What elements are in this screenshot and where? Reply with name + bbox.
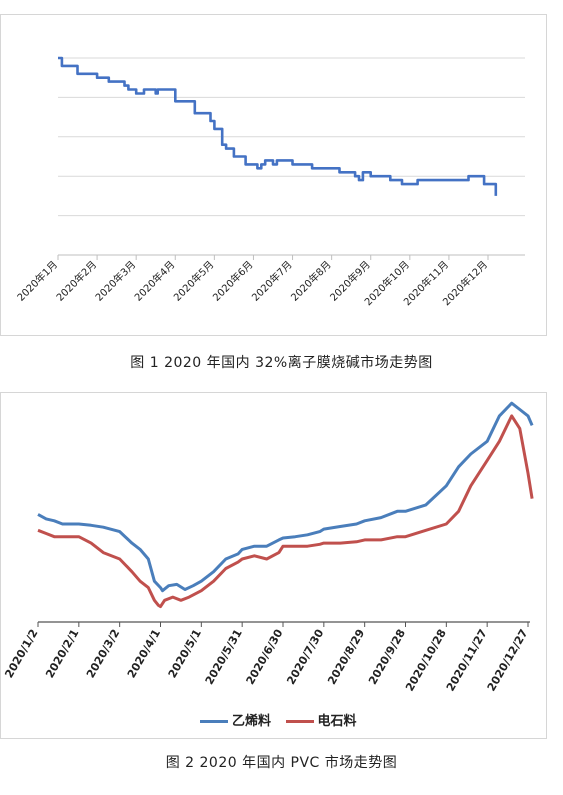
legend-item-carbide: 电石料 bbox=[285, 710, 357, 729]
figure-1: 2020年1月 2020年2月 2020年3月 2020年4月 2020年5月 2020年… bbox=[0, 0, 563, 380]
series-line-0 bbox=[58, 56, 498, 196]
x-tick-label-9: 2020/9/28 bbox=[366, 627, 408, 687]
x-tick-label-5: 2020/5/31 bbox=[203, 627, 245, 687]
legend-item-ethylene: 乙烯料 bbox=[200, 710, 271, 729]
legend-label-ethylene: 乙烯料 bbox=[232, 714, 272, 729]
legend-swatch-ethylene bbox=[200, 720, 228, 723]
legend-label-carbide: 电石料 bbox=[317, 714, 357, 729]
figure-1-line-chart: 2020年1月2020年2月2020年3月2020年4月2020年5月2020年… bbox=[14, 56, 525, 308]
x-tick-label-6: 2020/6/30 bbox=[244, 627, 286, 687]
figure-2-chart-frame bbox=[0, 392, 547, 739]
series-line-0 bbox=[37, 401, 534, 593]
figure-2-legend: 乙烯料 电石料 bbox=[200, 710, 367, 729]
figure-1-chart-frame bbox=[0, 14, 547, 336]
x-tick-label-3: 2020/4/1 bbox=[125, 627, 163, 680]
figure-2-caption: 图 2 2020 年国内 PVC 市场走势图 bbox=[165, 755, 398, 771]
x-tick-label-7: 2020/7/30 bbox=[284, 627, 326, 687]
x-tick-label-2: 2020/3/2 bbox=[84, 627, 122, 680]
x-tick-label-11: 2020/11/27 bbox=[444, 627, 490, 693]
series-line-1 bbox=[37, 414, 534, 609]
x-tick-label-12: 2020/12/27 bbox=[485, 627, 531, 693]
x-tick-label-1: 2020/2/1 bbox=[43, 627, 81, 680]
legend-swatch-carbide bbox=[285, 720, 314, 723]
figure-1-caption: 图 1 2020 年国内 32%离子膜烧碱市场走势图 bbox=[130, 355, 433, 371]
x-tick-label-8: 2020/8/29 bbox=[325, 627, 367, 687]
x-tick-label-0: 2020/1/2 bbox=[2, 627, 40, 680]
x-tick-label-4: 2020/5/1 bbox=[166, 627, 204, 680]
x-tick-label-10: 2020/10/28 bbox=[403, 627, 449, 693]
